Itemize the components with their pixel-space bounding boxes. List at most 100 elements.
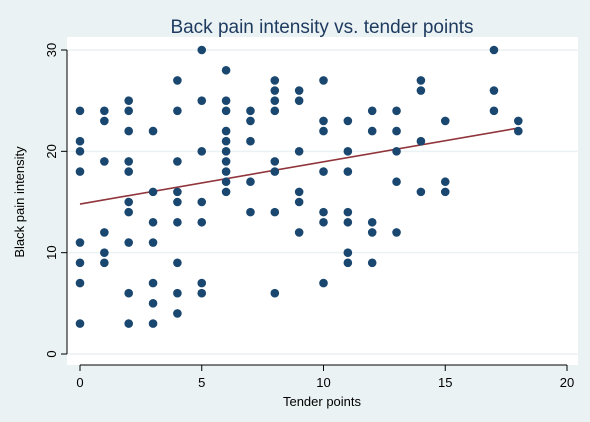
data-point-81 <box>319 217 328 227</box>
data-point-3 <box>75 167 85 176</box>
data-point-53 <box>221 157 231 166</box>
data-point-21 <box>124 238 133 247</box>
data-point-13 <box>100 258 109 268</box>
data-point-15 <box>124 106 133 116</box>
data-point-6 <box>75 278 85 288</box>
data-point-66 <box>270 157 280 166</box>
data-point-109 <box>489 106 499 116</box>
data-point-104 <box>440 116 450 126</box>
data-point-30 <box>148 319 158 328</box>
y-tick-label-0: 0 <box>44 350 59 357</box>
data-point-18 <box>124 167 133 176</box>
data-point-35 <box>173 197 182 207</box>
points-layer <box>75 45 523 328</box>
data-point-27 <box>148 238 158 247</box>
data-point-56 <box>221 187 231 197</box>
x-axis-title: Tender points <box>283 394 362 409</box>
data-point-16 <box>124 126 133 136</box>
data-point-52 <box>221 147 231 156</box>
data-point-28 <box>148 278 158 288</box>
data-point-59 <box>246 136 255 146</box>
data-point-2 <box>75 147 85 156</box>
data-point-103 <box>416 187 426 197</box>
data-point-45 <box>197 278 207 288</box>
data-point-17 <box>124 157 133 166</box>
data-point-106 <box>440 187 450 197</box>
data-point-51 <box>221 136 231 146</box>
data-point-43 <box>197 197 207 207</box>
data-point-108 <box>489 86 499 95</box>
data-point-40 <box>197 45 207 55</box>
data-point-37 <box>173 258 182 268</box>
chart-title: Back pain intensity vs. tender points <box>170 17 473 38</box>
data-point-83 <box>343 116 353 126</box>
data-point-12 <box>100 248 109 257</box>
x-tick-label-0: 0 <box>76 375 83 390</box>
data-point-87 <box>343 217 353 227</box>
x-tick-label-20: 20 <box>560 375 574 390</box>
data-point-1 <box>75 136 85 146</box>
data-point-65 <box>270 106 280 116</box>
data-point-23 <box>124 319 133 328</box>
data-point-8 <box>100 106 109 116</box>
data-point-101 <box>416 86 426 95</box>
data-point-77 <box>319 116 328 126</box>
data-point-64 <box>270 96 280 105</box>
data-point-67 <box>270 167 280 176</box>
data-point-63 <box>270 86 280 95</box>
data-point-24 <box>148 126 158 136</box>
data-point-11 <box>100 228 109 237</box>
data-point-46 <box>197 288 207 298</box>
data-point-96 <box>392 126 401 136</box>
data-point-38 <box>173 288 182 298</box>
data-point-26 <box>148 217 158 227</box>
data-point-7 <box>75 319 85 328</box>
data-point-89 <box>343 258 353 268</box>
data-point-60 <box>246 177 255 187</box>
data-point-92 <box>367 217 377 227</box>
data-point-79 <box>319 167 328 176</box>
data-point-5 <box>75 258 85 268</box>
data-point-55 <box>221 177 231 187</box>
data-point-74 <box>294 197 304 207</box>
data-point-4 <box>75 238 85 247</box>
data-point-39 <box>173 309 182 318</box>
data-point-58 <box>246 116 255 126</box>
data-point-25 <box>148 187 158 197</box>
data-point-90 <box>367 106 377 116</box>
data-point-36 <box>173 217 182 227</box>
data-point-47 <box>221 65 231 75</box>
data-point-71 <box>294 96 304 105</box>
data-point-34 <box>173 187 182 197</box>
data-point-0 <box>75 106 85 116</box>
data-point-110 <box>514 116 523 126</box>
data-point-54 <box>221 167 231 176</box>
data-point-62 <box>270 76 280 85</box>
data-point-105 <box>440 177 450 187</box>
data-point-48 <box>221 96 231 105</box>
x-tick-label-10: 10 <box>316 375 330 390</box>
data-point-98 <box>392 177 401 187</box>
x-tick-label-15: 15 <box>438 375 452 390</box>
data-point-73 <box>294 187 304 197</box>
data-point-82 <box>319 278 328 288</box>
data-point-94 <box>367 258 377 268</box>
data-point-107 <box>489 45 499 55</box>
data-point-85 <box>343 167 353 176</box>
plot-area <box>67 37 578 365</box>
data-point-31 <box>173 76 182 85</box>
data-point-99 <box>392 228 401 237</box>
data-point-72 <box>294 147 304 156</box>
data-point-57 <box>246 106 255 116</box>
y-tick-label-10: 10 <box>44 245 59 259</box>
data-point-88 <box>343 248 353 257</box>
data-point-33 <box>173 157 182 166</box>
data-point-111 <box>514 126 523 136</box>
data-point-97 <box>392 147 401 156</box>
data-point-20 <box>124 207 133 217</box>
y-tick-label-20: 20 <box>44 144 59 158</box>
data-point-69 <box>270 288 280 298</box>
data-point-84 <box>343 147 353 156</box>
y-axis-title: Black pain intensity <box>12 146 27 258</box>
